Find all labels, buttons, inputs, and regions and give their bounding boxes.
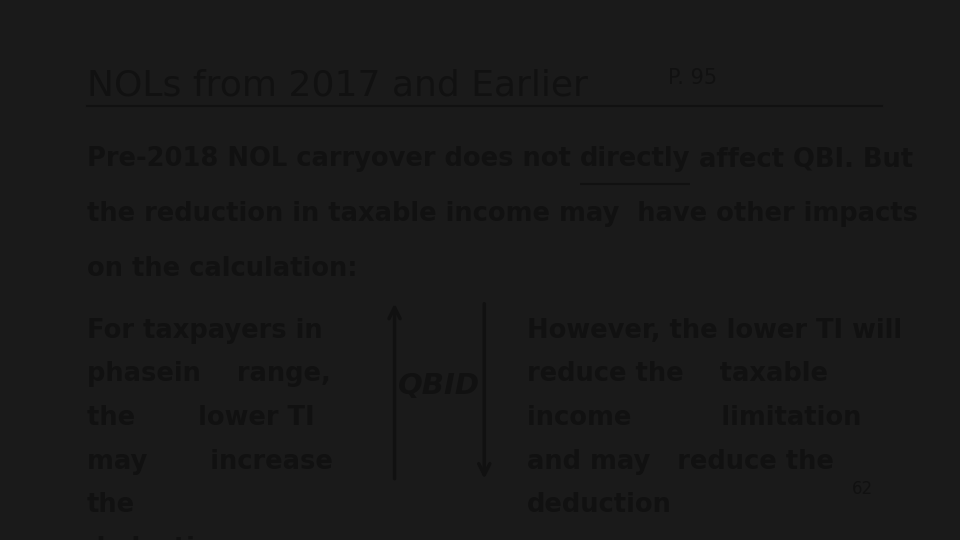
Text: 62: 62 bbox=[852, 480, 873, 498]
Text: may       increase: may increase bbox=[87, 449, 333, 475]
Text: deduction: deduction bbox=[87, 536, 232, 540]
Text: P. 95: P. 95 bbox=[668, 68, 717, 88]
Text: For taxpayers in: For taxpayers in bbox=[87, 318, 323, 343]
Text: However, the lower TI will: However, the lower TI will bbox=[527, 318, 902, 343]
Text: deduction: deduction bbox=[527, 492, 672, 518]
Text: and may   reduce the: and may reduce the bbox=[527, 449, 834, 475]
Text: reduce the    taxable: reduce the taxable bbox=[527, 361, 828, 387]
Text: on the calculation:: on the calculation: bbox=[87, 256, 357, 282]
Text: directly: directly bbox=[580, 146, 690, 172]
Text: phasein    range,: phasein range, bbox=[87, 361, 331, 387]
Text: the reduction in taxable income may  have other impacts: the reduction in taxable income may have… bbox=[87, 201, 918, 227]
Text: the       lower TI: the lower TI bbox=[87, 405, 315, 431]
Text: QBID: QBID bbox=[398, 373, 480, 401]
Text: Pre-2018 NOL carryover does not: Pre-2018 NOL carryover does not bbox=[87, 146, 580, 172]
Text: income          limitation: income limitation bbox=[527, 405, 861, 431]
Text: NOLs from 2017 and Earlier: NOLs from 2017 and Earlier bbox=[87, 68, 588, 102]
Text: affect QBI. But: affect QBI. But bbox=[690, 146, 913, 172]
Text: the: the bbox=[87, 492, 135, 518]
